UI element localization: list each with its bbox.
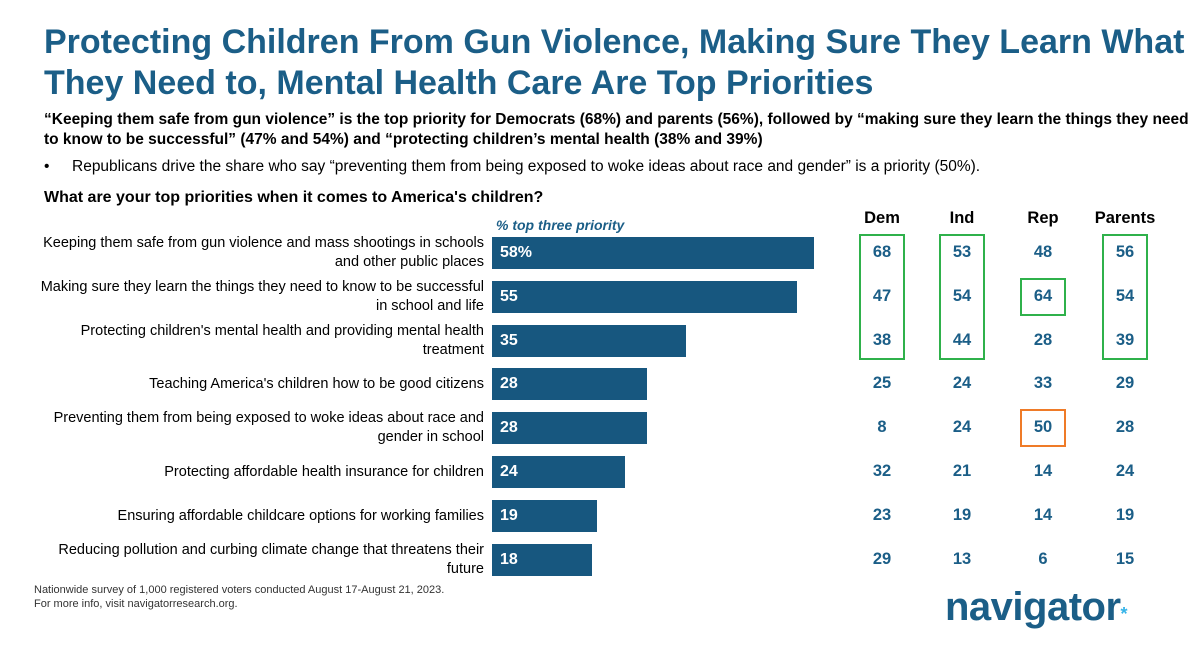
table-cell-parents: 24 — [1115, 462, 1135, 480]
table-cell-rep: 64 — [1033, 287, 1053, 305]
bar-value-label: 19 — [500, 507, 518, 524]
category-label: Protecting children's mental health and … — [80, 323, 484, 358]
bar-value-label: 28 — [500, 419, 518, 436]
table-cell-ind: 24 — [952, 374, 972, 392]
bar — [492, 325, 687, 357]
table-cell-rep: 6 — [1038, 550, 1048, 568]
column-header-ind: Ind — [949, 209, 975, 227]
category-label: Keeping them safe from gun violence and … — [43, 235, 484, 270]
table-cell-parents: 29 — [1115, 374, 1135, 392]
table-cell-ind: 19 — [952, 506, 972, 524]
bar-value-label: 35 — [500, 332, 518, 349]
table-cell-ind: 13 — [952, 550, 972, 568]
table-cell-parents: 15 — [1115, 550, 1135, 568]
bar — [492, 500, 598, 532]
bar-value-label: 24 — [500, 463, 518, 480]
table-cell-dem: 8 — [877, 418, 887, 436]
bar-value-label: 28 — [500, 375, 518, 392]
table-cell-rep: 33 — [1033, 374, 1053, 392]
bullet-mark: • — [44, 158, 50, 175]
footnote-line-2: For more info, visit navigatorresearch.o… — [34, 598, 238, 610]
column-header-dem: Dem — [864, 209, 900, 227]
subtitle: “Keeping them safe from gun violence” is… — [44, 111, 1189, 148]
table-cell-dem: 29 — [872, 550, 892, 568]
column-header-rep: Rep — [1027, 209, 1059, 227]
bar-value-label: 18 — [500, 551, 518, 568]
table-cell-dem: 25 — [872, 374, 892, 392]
navigator-logo: navigator* — [945, 585, 1128, 630]
table-cell-dem: 23 — [872, 506, 892, 524]
category-label: Making sure they learn the things they n… — [40, 279, 484, 314]
table-cell-parents: 28 — [1115, 418, 1135, 436]
category-label: Reducing pollution and curbing climate c… — [58, 542, 484, 577]
category-label: Ensuring affordable childcare options fo… — [117, 507, 484, 524]
table-cell-ind: 24 — [952, 418, 972, 436]
table-cell-parents: 39 — [1115, 331, 1135, 349]
category-label: Protecting affordable health insurance f… — [164, 463, 484, 480]
column-header-parents: Parents — [1094, 209, 1156, 227]
logo-text: navigator — [945, 585, 1121, 629]
bar-value-header: % top three priority — [496, 217, 625, 233]
chart-question: What are your top priorities when it com… — [44, 189, 544, 206]
table-cell-ind: 54 — [952, 287, 972, 305]
page-title: Protecting Children From Gun Violence, M… — [44, 23, 1185, 102]
table-cell-ind: 44 — [952, 331, 972, 349]
table-cell-rep: 14 — [1033, 506, 1053, 524]
table-cell-dem: 47 — [872, 287, 892, 305]
table-cell-dem: 68 — [872, 243, 892, 261]
footnote: Nationwide survey of 1,000 registered vo… — [34, 583, 444, 611]
highlight-box-green — [939, 234, 985, 360]
highlight-box-orange — [1020, 409, 1066, 447]
category-label: Preventing them from being exposed to wo… — [53, 410, 484, 445]
highlight-box-green — [1102, 234, 1148, 360]
table-cell-dem: 32 — [872, 462, 892, 480]
category-label: Teaching America's children how to be go… — [149, 375, 484, 392]
bar — [492, 368, 648, 400]
bar — [492, 412, 648, 444]
footnote-line-1: Nationwide survey of 1,000 registered vo… — [34, 584, 445, 596]
table-cell-parents: 56 — [1115, 243, 1135, 261]
bar — [492, 237, 814, 269]
table-cell-rep: 14 — [1033, 462, 1053, 480]
table-cell-parents: 54 — [1115, 287, 1135, 305]
bullet-text: Republicans drive the share who say “pre… — [72, 158, 981, 175]
bar — [492, 544, 592, 576]
table-cell-ind: 53 — [952, 243, 972, 261]
table-cell-rep: 28 — [1033, 331, 1053, 349]
highlight-box-green — [859, 234, 905, 360]
bar-value-label: 55 — [500, 288, 518, 305]
table-cell-dem: 38 — [872, 331, 892, 349]
bar — [492, 281, 798, 313]
table-cell-parents: 19 — [1115, 506, 1135, 524]
table-cell-rep: 48 — [1033, 243, 1053, 261]
table-cell-ind: 21 — [952, 462, 972, 480]
highlight-box-green — [1020, 278, 1066, 316]
table-cell-rep: 50 — [1033, 418, 1053, 436]
bullet-point: • Republicans drive the share who say “pr… — [44, 157, 1194, 177]
logo-mark: * — [1120, 604, 1128, 624]
bar-value-label: 58% — [500, 244, 533, 261]
bar — [492, 456, 626, 488]
